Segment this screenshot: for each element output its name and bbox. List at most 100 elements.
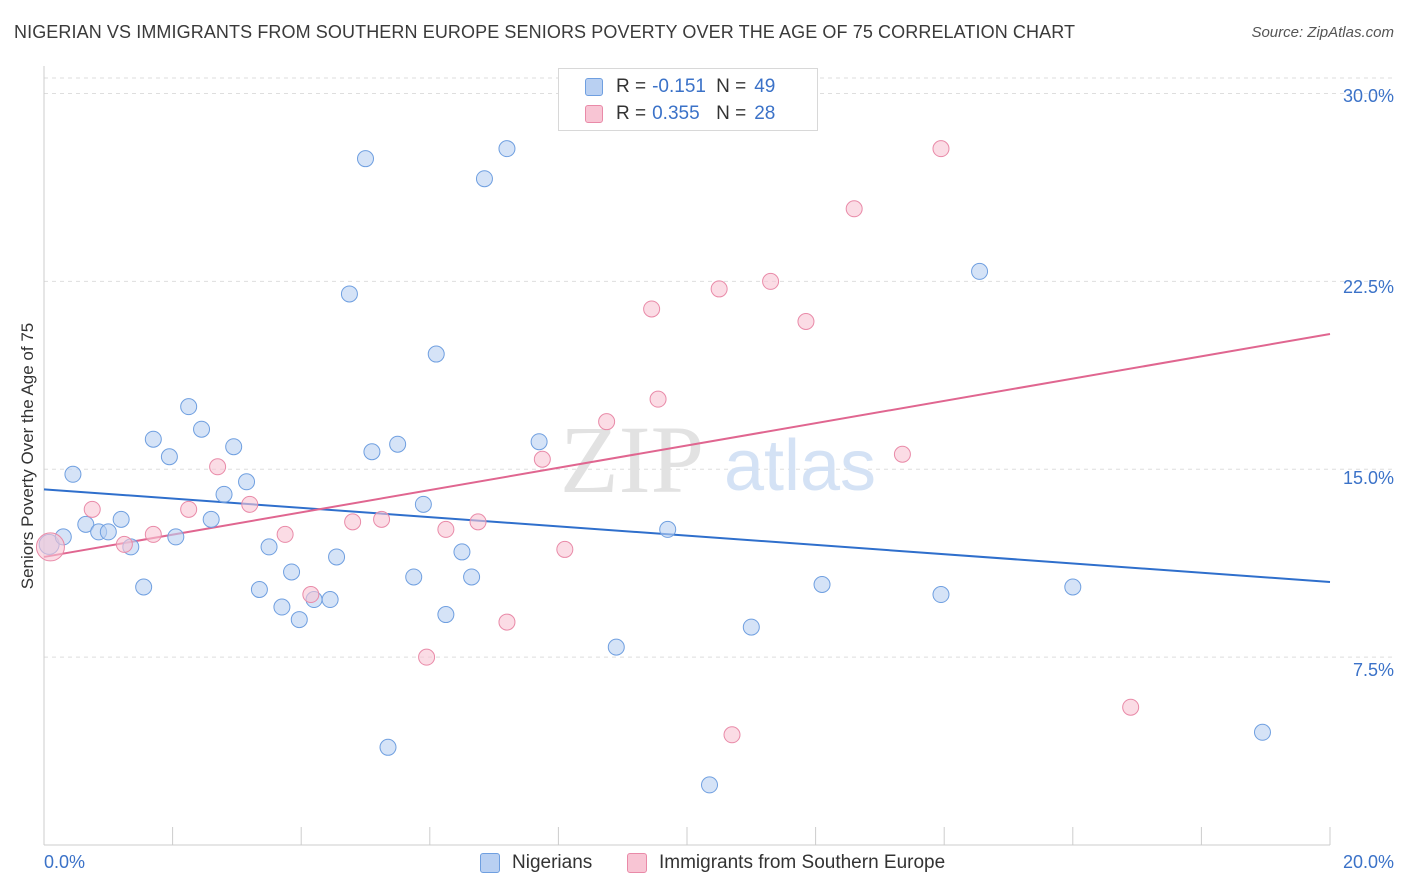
nigerian-point <box>202 510 220 528</box>
nigerian-point <box>321 591 339 609</box>
nigerian-point <box>427 345 445 363</box>
legend-label: Nigerians <box>512 852 593 873</box>
southern-europe-point <box>1122 698 1140 716</box>
southern-europe-trend-line <box>43 333 1331 558</box>
nigerian-point <box>250 581 268 599</box>
nigerian-point <box>340 285 358 303</box>
y-axis-label: Seniors Poverty Over the Age of 75 <box>18 322 37 590</box>
x-tick-label-min: 0.0% <box>44 852 86 872</box>
nigerian-point <box>701 776 719 794</box>
nigerian-point <box>283 563 301 581</box>
southern-europe-point <box>498 613 516 631</box>
nigerian-point <box>498 140 516 158</box>
southern-europe-point <box>180 500 198 518</box>
legend-row-southern-europe: R = 0.355 N = 28 <box>585 102 775 126</box>
y-tick-label: 30.0% <box>1342 86 1394 106</box>
southern-europe-point <box>598 413 616 431</box>
grid-lines <box>44 77 1392 658</box>
nigerian-point <box>273 598 291 616</box>
southern-europe-point <box>276 525 294 543</box>
pink-swatch <box>585 105 603 123</box>
y-tick-label: 22.5% <box>1342 277 1394 297</box>
southern-europe-point <box>437 520 455 538</box>
nigerian-point <box>414 495 432 513</box>
southern-europe-point <box>649 390 667 408</box>
southern-europe-point <box>302 586 320 604</box>
r-label: R = <box>616 76 647 97</box>
nigerian-point <box>379 738 397 756</box>
nigerian-point <box>99 523 117 541</box>
southern-europe-point <box>241 495 259 513</box>
r-label: R = <box>616 103 647 124</box>
southern-europe-point <box>533 450 551 468</box>
nigerian-point <box>180 398 198 416</box>
nigerian-point <box>607 638 625 656</box>
axes <box>43 66 1331 846</box>
blue-swatch <box>480 853 500 873</box>
nigerian-point <box>1064 578 1082 596</box>
southern-europe-point <box>418 648 436 666</box>
southern-europe-point <box>762 272 780 290</box>
nigerian-point <box>64 465 82 483</box>
southern-europe-point <box>115 535 133 553</box>
watermark: ZIP atlas <box>560 406 876 513</box>
nigerian-point <box>475 170 493 188</box>
southern-europe-point <box>83 500 101 518</box>
data-points <box>35 140 1271 794</box>
n-value: 49 <box>754 76 776 97</box>
southern-europe-point <box>797 312 815 330</box>
nigerian-point <box>328 548 346 566</box>
y-tick-label: 7.5% <box>1352 660 1394 680</box>
watermark-zip: ZIP <box>560 406 704 513</box>
southern-europe-point <box>845 200 863 218</box>
nigerian-point <box>389 435 407 453</box>
nigerian-point <box>215 485 233 503</box>
nigerian-point <box>260 538 278 556</box>
southern-europe-point <box>469 513 487 531</box>
southern-europe-point <box>932 140 950 158</box>
southern-europe-point <box>710 280 728 298</box>
nigerian-point <box>135 578 153 596</box>
n-label: N = <box>716 103 747 124</box>
southern-europe-point <box>643 300 661 318</box>
nigerian-point <box>363 443 381 461</box>
nigerian-point <box>193 420 211 438</box>
correlation-legend: R = -0.151 N = 49 R = 0.355 N = 28 <box>558 68 818 131</box>
nigerian-point <box>112 510 130 528</box>
watermark-atlas: atlas <box>724 426 876 506</box>
legend-item-nigerians[interactable]: Nigerians <box>480 852 592 874</box>
nigerian-point <box>813 575 831 593</box>
n-value: 28 <box>754 103 776 124</box>
blue-swatch <box>585 78 603 96</box>
nigerian-point <box>77 515 95 533</box>
southern-europe-point <box>556 540 574 558</box>
y-tick-label: 15.0% <box>1342 468 1394 488</box>
nigerian-point <box>530 433 548 451</box>
southern-europe-point <box>373 510 391 528</box>
southern-europe-point <box>344 513 362 531</box>
chart-title: NIGERIAN VS IMMIGRANTS FROM SOUTHERN EUR… <box>14 22 1076 42</box>
legend-label: Immigrants from Southern Europe <box>659 852 946 873</box>
nigerian-point <box>453 543 471 561</box>
nigerian-point <box>167 528 185 546</box>
nigerian-point <box>225 438 243 456</box>
source-label: Source: ZipAtlas.com <box>1251 24 1394 41</box>
series-legend: Nigerians Immigrants from Southern Europ… <box>0 852 1406 878</box>
nigerian-point <box>144 430 162 448</box>
nigerian-point <box>659 520 677 538</box>
trend-lines <box>43 333 1331 583</box>
nigerian-point <box>290 611 308 629</box>
southern-europe-point <box>144 525 162 543</box>
nigerian-point <box>405 568 423 586</box>
legend-row-nigerians: R = -0.151 N = 49 <box>585 75 775 99</box>
legend-item-southern-europe[interactable]: Immigrants from Southern Europe <box>627 852 945 874</box>
southern-europe-point <box>723 726 741 744</box>
nigerian-point <box>742 618 760 636</box>
nigerian-point <box>463 568 481 586</box>
southern-europe-point <box>35 532 65 562</box>
nigerian-point <box>437 606 455 624</box>
nigerian-point <box>932 586 950 604</box>
southern-europe-point <box>893 445 911 463</box>
nigerian-point <box>1253 723 1271 741</box>
